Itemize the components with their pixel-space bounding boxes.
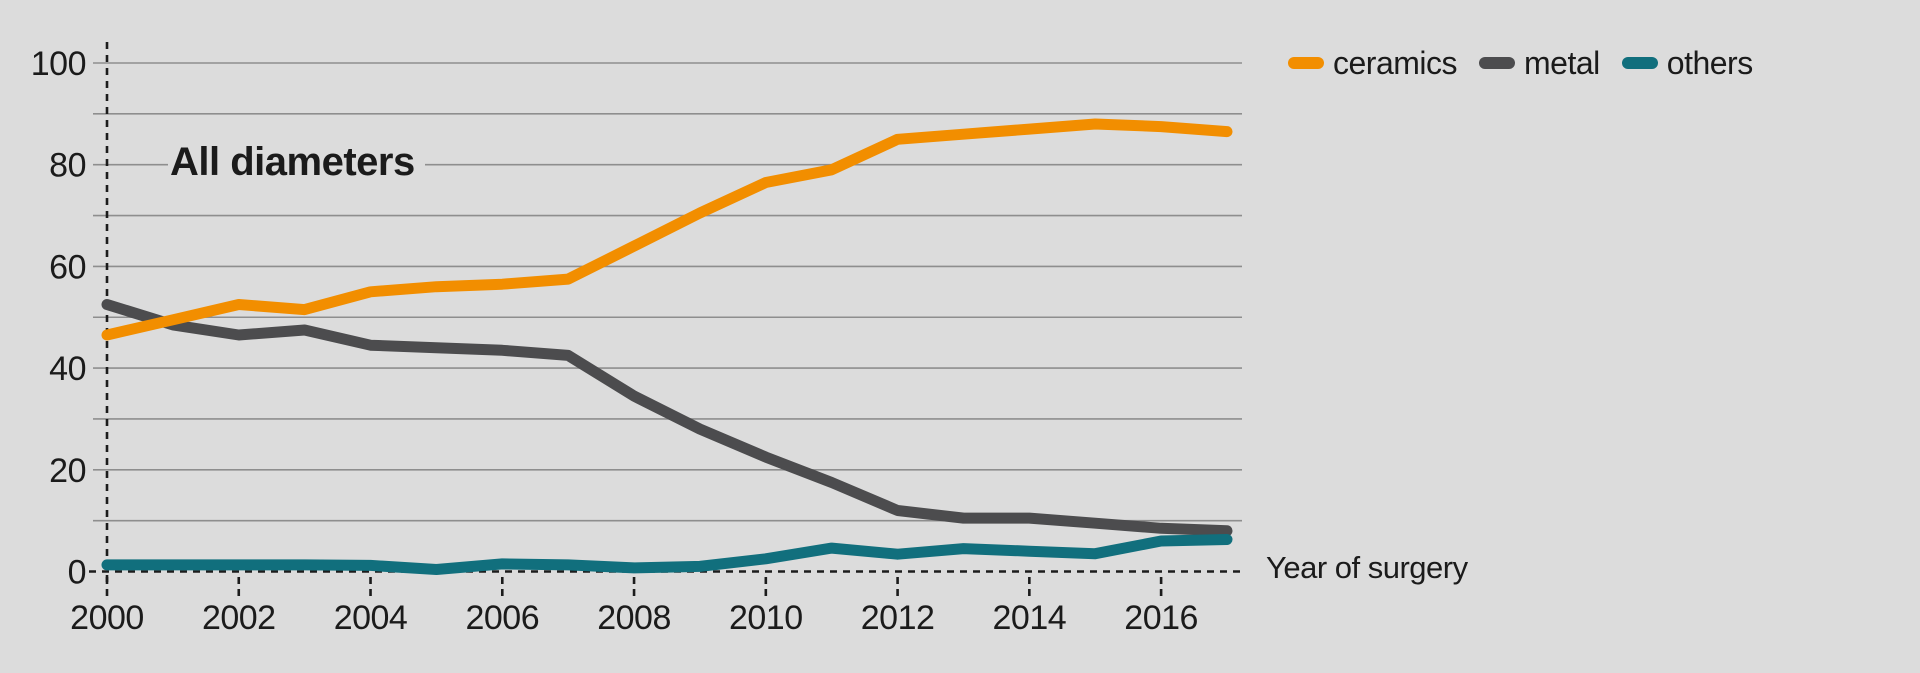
legend-item-ceramics: ceramics <box>1288 45 1458 81</box>
metal-swatch-icon <box>1479 57 1516 69</box>
y-tick-label: 60 <box>49 248 86 286</box>
x-tick-label: 2014 <box>993 599 1067 637</box>
chart-title: All diameters <box>168 140 425 184</box>
x-axis-title: Year of surgery <box>1266 550 1468 585</box>
y-tick-label: 40 <box>49 350 86 388</box>
legend-item-metal: metal <box>1479 46 1600 80</box>
legend-label: others <box>1666 45 1753 81</box>
y-tick-label: 80 <box>49 147 86 185</box>
legend-label: metal <box>1524 45 1600 81</box>
x-tick-label: 2012 <box>861 599 935 637</box>
metal-line <box>101 299 1233 537</box>
legend-item-others: others <box>1621 45 1753 81</box>
x-tick-label: 2002 <box>202 599 276 637</box>
y-tick-label: 20 <box>49 452 86 490</box>
x-tick-label: 2008 <box>597 599 671 637</box>
y-tick-label: 100 <box>31 45 86 83</box>
ceramics-line <box>101 118 1233 341</box>
x-tick-label: 2016 <box>1124 599 1198 637</box>
y-tick-label: 0 <box>68 554 86 592</box>
legend-label: ceramics <box>1333 45 1458 81</box>
others-swatch-icon <box>1621 57 1658 69</box>
x-tick-label: 2000 <box>70 599 144 637</box>
x-tick-label: 2006 <box>465 599 539 637</box>
others-line <box>101 534 1233 575</box>
legend: ceramics metal others <box>1288 46 1753 80</box>
x-tick-label: 2004 <box>334 599 408 637</box>
x-tick-label: 2010 <box>729 599 803 637</box>
ceramics-swatch-icon <box>1288 57 1324 69</box>
